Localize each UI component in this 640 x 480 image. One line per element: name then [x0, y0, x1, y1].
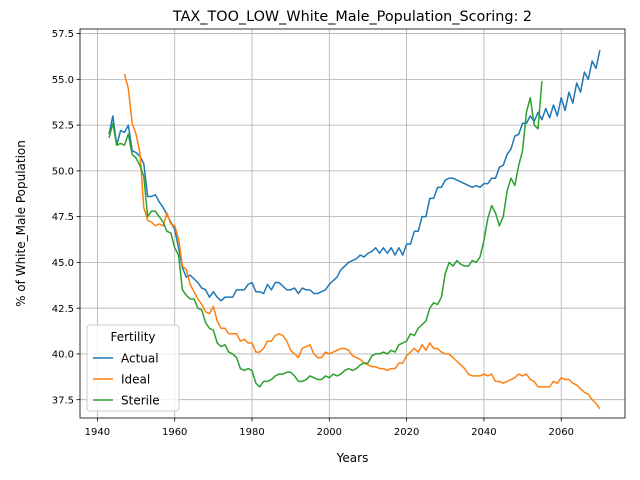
- plot-frame: [79, 28, 626, 419]
- y-tick-label: 47.5: [52, 212, 74, 223]
- x-tick-label: 1980: [239, 427, 264, 438]
- chart-title: TAX_TOO_LOW_White_Male_Population_Scorin…: [172, 9, 532, 25]
- legend-label-sterile: Sterile: [121, 393, 160, 407]
- legend-items: Actual Ideal Sterile: [93, 351, 160, 407]
- x-axis-ticks: 1940 1960 1980 2000 2020 2040 2060: [85, 418, 574, 438]
- x-tick-label: 2020: [394, 427, 419, 438]
- series-line-actual: [108, 49, 601, 302]
- legend-box: [86, 324, 180, 412]
- x-tick-label: 1960: [162, 427, 187, 438]
- y-axis-label: % of White_Male Population: [14, 140, 28, 307]
- x-tick-label: 2040: [471, 427, 496, 438]
- x-tick-label: 1940: [85, 427, 110, 438]
- series-line-sterile: [108, 81, 543, 388]
- y-tick-label: 57.5: [52, 29, 74, 40]
- legend-title: Fertility: [110, 330, 155, 344]
- y-tick-label: 45.0: [52, 258, 74, 269]
- legend-label-ideal: Ideal: [121, 372, 150, 386]
- series-line-ideal: [123, 73, 601, 410]
- y-tick-label: 40.0: [52, 350, 74, 361]
- x-tick-label: 2060: [548, 427, 573, 438]
- y-tick-label: 37.5: [52, 395, 74, 406]
- x-tick-label: 2000: [317, 427, 342, 438]
- y-tick-label: 55.0: [52, 75, 74, 86]
- y-tick-label: 42.5: [52, 304, 74, 315]
- y-axis-ticks: 37.5 40.0 42.5 45.0 47.5 50.0 52.5 55.0 57.5: [52, 29, 80, 406]
- series-lines: [108, 49, 601, 410]
- y-tick-label: 50.0: [52, 166, 74, 177]
- y-tick-label: 52.5: [52, 121, 74, 132]
- legend-label-actual: Actual: [121, 351, 159, 365]
- legend: Fertility Actual Ideal Sterile: [86, 324, 180, 412]
- x-axis-label: Years: [336, 451, 369, 465]
